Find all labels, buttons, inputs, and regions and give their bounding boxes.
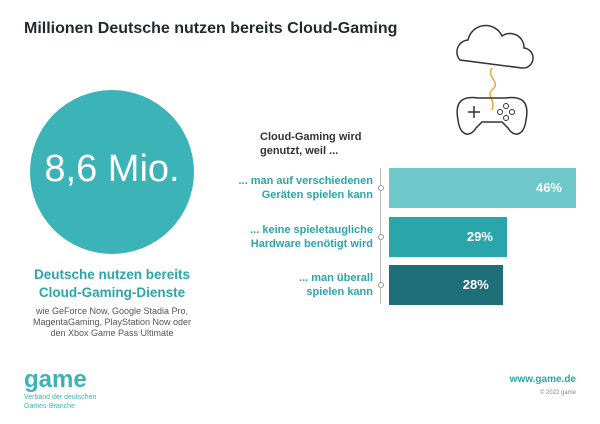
stat-description: wie GeForce Now, Google Stadia Pro, Mage… xyxy=(32,306,192,338)
chart-title: Cloud-Gaming wird genutzt, weil ... xyxy=(260,131,362,157)
bar xyxy=(389,168,576,208)
axis-dot xyxy=(378,185,384,191)
stat-headline: Deutsche nutzen bereits Cloud-Gaming-Die… xyxy=(33,267,191,300)
value-label: 46% xyxy=(535,180,562,195)
copyright: © 2022 game xyxy=(539,390,576,396)
bar xyxy=(389,265,503,305)
axis-dot xyxy=(378,282,384,288)
url: www.game.de xyxy=(509,374,576,385)
axis-dot xyxy=(378,234,384,240)
title: Millionen Deutsche nutzen bereits Cloud-… xyxy=(24,20,398,37)
category-label: ... keine spieletaugliche Hardware benöt… xyxy=(250,224,373,250)
logo-subtitle: Verband der deutschen Games-Branche xyxy=(24,394,97,410)
stat-value: 8,6 Mio. xyxy=(44,148,180,190)
bar xyxy=(389,217,507,257)
cloud-controller-icon xyxy=(456,24,534,135)
value-label: 28% xyxy=(462,277,489,292)
category-label: ... man auf verschiedenen Geräten spiele… xyxy=(238,175,374,201)
value-label: 29% xyxy=(466,229,493,244)
logo: game xyxy=(24,366,87,393)
category-label: ... man überall spielen kann xyxy=(299,272,373,298)
stat-circle xyxy=(30,90,194,254)
